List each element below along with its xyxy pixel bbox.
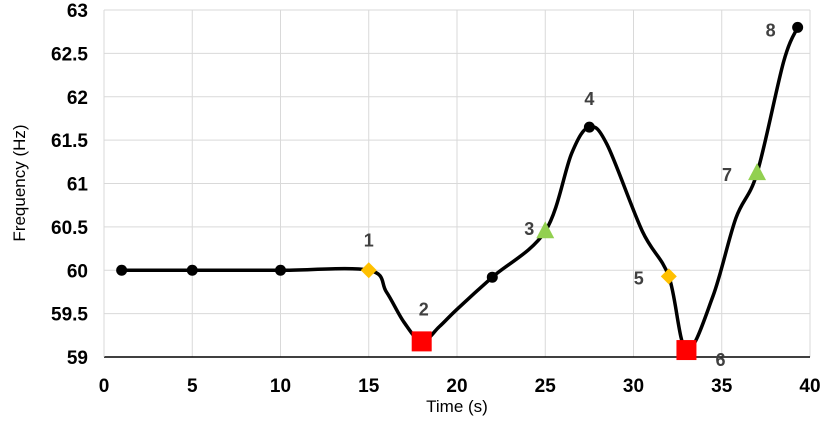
- y-tick-label: 63: [67, 1, 88, 22]
- marker-circle: [116, 264, 128, 276]
- point-label-8: 8: [766, 20, 776, 40]
- y-tick-label: 61: [67, 175, 89, 196]
- point-label-4: 4: [584, 89, 594, 109]
- x-tick-label: 5: [187, 376, 198, 397]
- marker-square: [411, 331, 432, 352]
- marker-triangle: [748, 163, 767, 181]
- point-label-3: 3: [524, 219, 534, 239]
- gridlines: [104, 9, 811, 357]
- point-label-1: 1: [364, 230, 374, 250]
- marker-triangle: [536, 221, 555, 239]
- y-tick-label: 60.5: [51, 218, 88, 239]
- x-tick-label: 15: [358, 376, 380, 397]
- x-tick-label: 20: [446, 376, 467, 397]
- x-tick-label: 35: [711, 376, 733, 397]
- y-tick-label: 62: [67, 88, 88, 109]
- marker-circle: [792, 21, 804, 33]
- x-tick-label: 10: [270, 376, 291, 397]
- y-tick-label: 59.5: [51, 305, 88, 326]
- x-tick-label: 40: [799, 376, 820, 397]
- x-tick-label: 30: [623, 376, 644, 397]
- marker-circle: [486, 271, 498, 283]
- point-labels: 1 2 3 4 5 6 7 8: [364, 20, 776, 370]
- x-tick-label: 0: [99, 376, 110, 397]
- point-label-7: 7: [722, 165, 732, 185]
- marker-diamond: [360, 262, 377, 279]
- y-tick-label: 61.5: [51, 131, 88, 152]
- marker-circle: [186, 264, 198, 276]
- x-tick-labels: 0 5 10 15 20 25 30 35 40: [99, 376, 821, 397]
- x-tick-label: 25: [535, 376, 557, 397]
- data-markers: [116, 21, 804, 361]
- y-tick-labels: 59 59.5 60 60.5 61 61.5 62 62.5 63: [51, 1, 88, 369]
- y-tick-label: 59: [67, 348, 88, 369]
- point-label-5: 5: [634, 268, 644, 288]
- marker-diamond: [660, 268, 677, 285]
- marker-circle: [583, 121, 595, 133]
- y-axis-title: Frequency (Hz): [10, 124, 29, 241]
- marker-circle: [275, 264, 286, 276]
- y-tick-label: 60: [67, 261, 88, 282]
- x-axis-title: Time (s): [426, 397, 488, 416]
- point-label-2: 2: [419, 299, 429, 319]
- y-tick-label: 62.5: [51, 44, 88, 65]
- point-label-6: 6: [715, 350, 725, 370]
- frequency-curve: [119, 25, 800, 352]
- marker-square: [676, 340, 697, 361]
